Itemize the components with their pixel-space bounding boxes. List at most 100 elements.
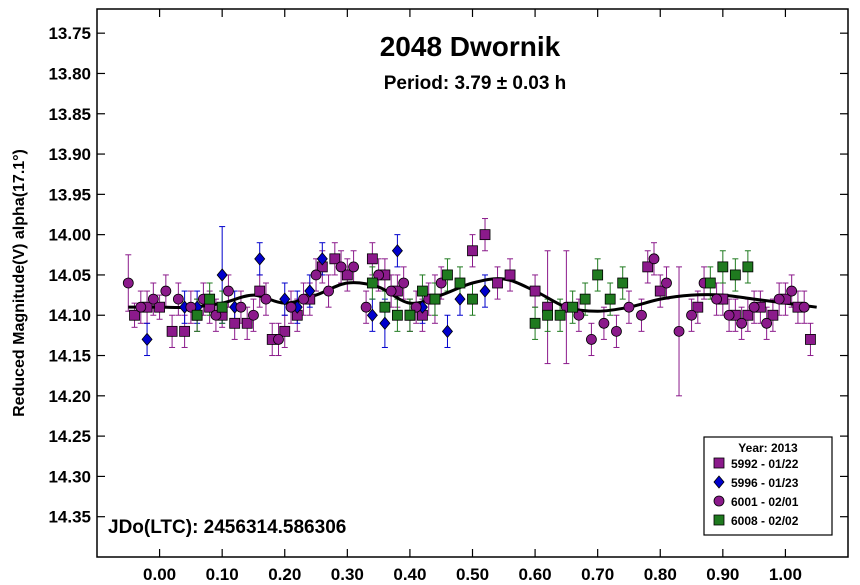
data-point (767, 309, 779, 321)
legend-box (703, 436, 833, 536)
legend-label: 5992 - 01/22 (731, 457, 799, 471)
data-point (504, 269, 516, 281)
legend-marker (713, 457, 725, 469)
data-point (179, 325, 191, 337)
data-point (141, 332, 153, 347)
data-point (442, 269, 453, 281)
data-point (729, 269, 741, 281)
data-point (398, 277, 410, 289)
data-point (529, 317, 541, 329)
data-point (204, 293, 216, 305)
data-point (248, 309, 259, 321)
data-point (467, 293, 478, 305)
y-tick-label: 14.35 (48, 508, 91, 527)
x-axis: 0.00 0.10 0.20 0.30 0.40 0.50 0.60 0.70 0.80 0.90… (143, 9, 802, 584)
jd-annotation: JDo(LTC): 2456314.586306 (108, 517, 346, 538)
data-point (147, 293, 159, 305)
data-point (798, 301, 810, 313)
data-point (366, 277, 378, 289)
data-point (773, 293, 785, 305)
data-point (435, 277, 447, 289)
data-point (492, 277, 503, 289)
legend-items: 5992 - 01/22 5996 - 01/23 6001 - 02/01 6008… (713, 457, 799, 528)
y-tick-label: 14.05 (48, 266, 91, 285)
data-point (736, 317, 748, 329)
data-point (273, 334, 284, 345)
data-point (379, 301, 391, 313)
data-point (592, 269, 604, 281)
data-point (573, 309, 585, 321)
y-tick-label: 13.75 (48, 24, 91, 43)
data-point (617, 277, 629, 289)
data-point (748, 301, 760, 313)
x-tick-label: 0.20 (268, 565, 301, 584)
data-point (454, 292, 466, 306)
legend-title: Year: 2013 (738, 441, 798, 455)
data-point (479, 229, 491, 241)
x-tick-label: 0.60 (519, 565, 552, 584)
y-tick-label: 13.90 (48, 145, 91, 164)
y-tick-label: 14.00 (48, 226, 91, 245)
legend-label: 5996 - 01/23 (731, 476, 799, 490)
data-point (636, 309, 647, 321)
data-point (279, 292, 291, 306)
data-point (717, 261, 729, 273)
data-point (310, 269, 322, 281)
data-point (341, 269, 353, 281)
data-point (410, 301, 422, 313)
data-point (298, 293, 309, 305)
data-point (429, 293, 441, 305)
data-point (441, 324, 453, 338)
data-point (454, 277, 466, 289)
data-point (417, 285, 428, 297)
x-tick-label: 0.70 (581, 565, 614, 584)
x-tick-label: 1.00 (769, 565, 802, 584)
y-tick-label: 13.80 (48, 64, 91, 83)
y-tick-label: 14.30 (48, 467, 91, 486)
data-point (604, 293, 616, 305)
y-axis: 13.75 13.80 13.85 13.90 13.95 14.00 14.05 14.10… (48, 24, 848, 527)
data-point (360, 301, 372, 313)
data-point (129, 309, 140, 321)
data-point (154, 301, 165, 313)
data-point (567, 301, 579, 313)
data-point (761, 317, 773, 329)
legend-marker (713, 495, 725, 507)
data-point (373, 269, 385, 281)
data-point (686, 309, 697, 321)
data-point (786, 285, 798, 297)
data-point (285, 301, 297, 313)
data-point (742, 309, 754, 321)
data-point (542, 309, 553, 321)
data-point (673, 325, 685, 337)
x-tick-label: 0.00 (143, 565, 176, 584)
data-point (723, 309, 735, 321)
data-point (323, 285, 334, 297)
x-tick-label: 0.40 (393, 565, 426, 584)
data-point (329, 253, 341, 265)
data-point (623, 301, 635, 313)
data-point (254, 252, 266, 266)
data-point (235, 301, 247, 313)
data-point (805, 334, 816, 345)
data-point (229, 317, 241, 329)
data-point (366, 253, 378, 265)
data-point (642, 261, 654, 273)
data-point (160, 285, 172, 297)
data-point (648, 253, 660, 265)
data-point (185, 301, 197, 313)
data-point (467, 245, 478, 257)
data-point (216, 268, 228, 282)
data-point (135, 301, 147, 313)
y-tick-label: 14.10 (48, 306, 91, 325)
y-tick-label: 14.20 (48, 387, 91, 406)
y-tick-label: 13.95 (48, 185, 91, 204)
fit-curve (128, 277, 817, 313)
data-markers (122, 229, 816, 347)
data-point (611, 325, 622, 337)
data-point (335, 261, 347, 273)
data-point (260, 293, 272, 305)
data-point (254, 285, 266, 297)
data-point (661, 277, 672, 289)
data-point (166, 325, 178, 337)
